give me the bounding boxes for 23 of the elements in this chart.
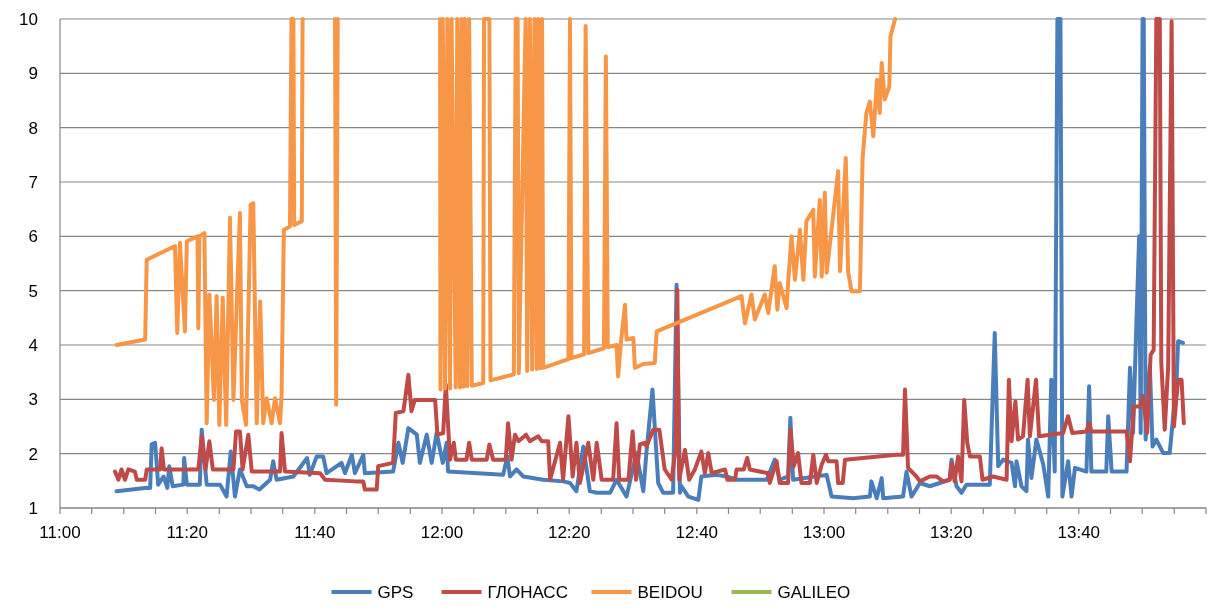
x-tick-label: 13:00 — [802, 523, 846, 542]
legend-label: GPS — [377, 583, 414, 602]
x-tick-label: 12:20 — [547, 523, 591, 542]
y-tick-label: 5 — [28, 281, 38, 301]
y-tick-label: 7 — [28, 173, 38, 192]
y-tick-label: 6 — [28, 227, 38, 247]
x-tick-label: 11:40 — [294, 523, 336, 542]
y-tick-label: 8 — [28, 118, 38, 138]
legend-label: ГЛОНАСС — [487, 583, 568, 602]
legend-label: BEIDOU — [637, 583, 703, 602]
x-tick-label: 13:40 — [1057, 523, 1101, 542]
y-tick-label: 3 — [28, 390, 38, 410]
x-tick-label: 13:20 — [929, 523, 973, 542]
y-tick-label: 9 — [28, 64, 38, 84]
x-tick-label: 12:40 — [675, 523, 719, 542]
y-tick-label: 2 — [28, 444, 38, 464]
x-tick-label: 11:00 — [39, 523, 81, 542]
y-tick-label: 1 — [28, 499, 38, 518]
x-tick-label: 11:20 — [166, 523, 208, 542]
y-tick-label: 4 — [28, 336, 38, 355]
y-tick-label: 10 — [19, 10, 38, 29]
legend-label: GALILEO — [777, 583, 851, 602]
x-tick-label: 12:00 — [420, 523, 464, 542]
